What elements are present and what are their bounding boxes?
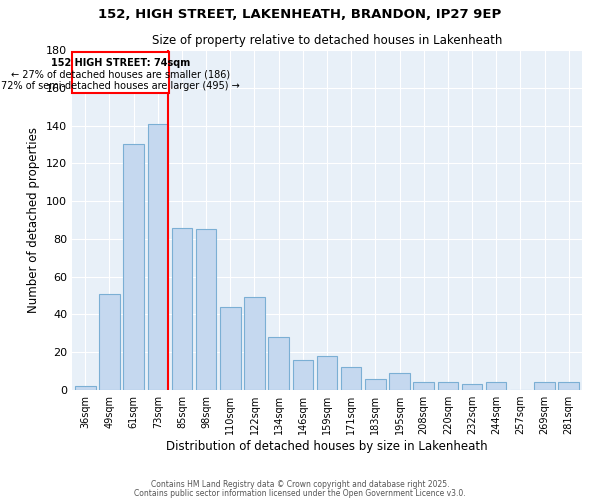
Text: 152, HIGH STREET, LAKENHEATH, BRANDON, IP27 9EP: 152, HIGH STREET, LAKENHEATH, BRANDON, I… — [98, 8, 502, 20]
Text: Contains HM Land Registry data © Crown copyright and database right 2025.: Contains HM Land Registry data © Crown c… — [151, 480, 449, 489]
Bar — [486, 382, 506, 390]
Title: Size of property relative to detached houses in Lakenheath: Size of property relative to detached ho… — [152, 34, 502, 48]
Bar — [268, 337, 289, 390]
Bar — [293, 360, 313, 390]
Bar — [244, 298, 265, 390]
Bar — [75, 386, 95, 390]
Bar — [389, 373, 410, 390]
X-axis label: Distribution of detached houses by size in Lakenheath: Distribution of detached houses by size … — [166, 440, 488, 453]
Bar — [341, 368, 361, 390]
Text: Contains public sector information licensed under the Open Government Licence v3: Contains public sector information licen… — [134, 489, 466, 498]
Bar — [413, 382, 434, 390]
Bar — [124, 144, 144, 390]
Y-axis label: Number of detached properties: Number of detached properties — [28, 127, 40, 313]
Bar — [72, 52, 169, 94]
Bar — [559, 382, 579, 390]
Bar — [437, 382, 458, 390]
Bar — [196, 230, 217, 390]
Text: ← 27% of detached houses are smaller (186): ← 27% of detached houses are smaller (18… — [11, 70, 230, 80]
Bar — [172, 228, 192, 390]
Bar — [365, 378, 386, 390]
Bar — [220, 307, 241, 390]
Bar — [462, 384, 482, 390]
Bar — [148, 124, 168, 390]
Bar — [99, 294, 120, 390]
Bar — [317, 356, 337, 390]
Bar — [534, 382, 555, 390]
Text: 152 HIGH STREET: 74sqm: 152 HIGH STREET: 74sqm — [51, 58, 190, 68]
Text: 72% of semi-detached houses are larger (495) →: 72% of semi-detached houses are larger (… — [1, 81, 240, 91]
